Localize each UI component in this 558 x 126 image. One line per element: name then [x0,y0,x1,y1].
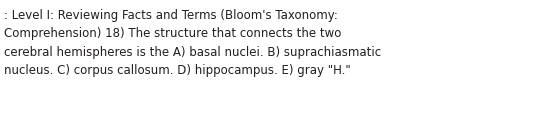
Text: : Level I: Reviewing Facts and Terms (Bloom's Taxonomy:
Comprehension) 18) The s: : Level I: Reviewing Facts and Terms (Bl… [4,9,382,77]
